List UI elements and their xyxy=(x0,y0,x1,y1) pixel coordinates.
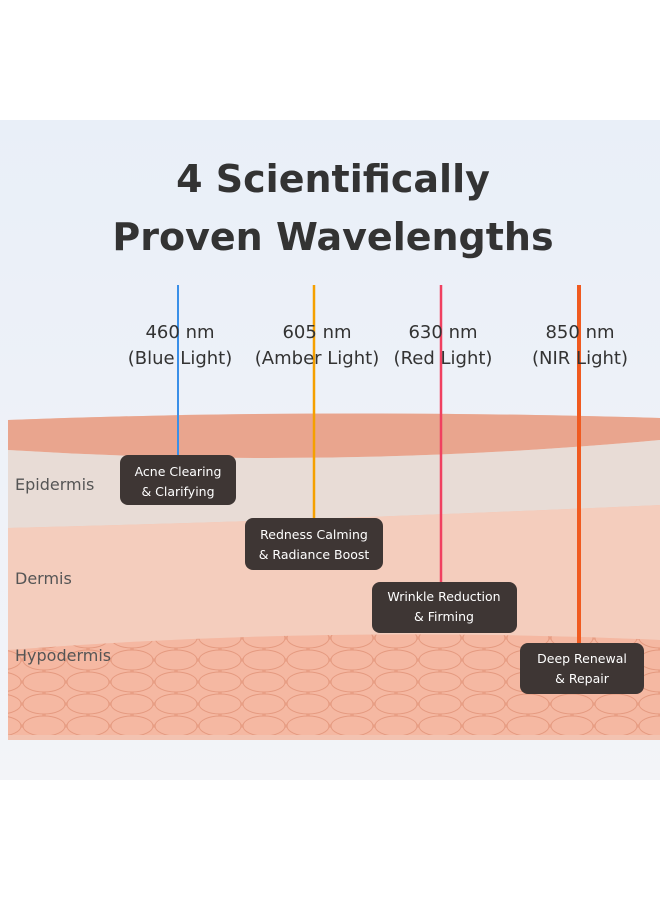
light-name: (Red Light) xyxy=(394,348,493,369)
wavelength: 850 nm xyxy=(545,322,614,343)
layer-label: Epidermis xyxy=(15,475,94,494)
benefit: & Radiance Boost xyxy=(259,547,370,562)
wavelength: 605 nm xyxy=(282,322,351,343)
benefit: & Repair xyxy=(555,671,610,686)
skin xyxy=(8,413,660,740)
wavelength: 630 nm xyxy=(408,322,477,343)
benefit: Acne Clearing xyxy=(135,464,222,479)
light-name: (Amber Light) xyxy=(255,348,379,369)
benefit-boxes xyxy=(120,455,644,694)
beams xyxy=(174,285,584,650)
benefit: Wrinkle Reduction xyxy=(387,589,500,604)
layer-label: Hypodermis xyxy=(15,646,111,665)
benefit: Deep Renewal xyxy=(537,651,627,666)
benefit: Redness Calming xyxy=(260,527,368,542)
wavelength: 460 nm xyxy=(145,322,214,343)
title-line: 4 Scientifically xyxy=(176,157,490,201)
light-name: (Blue Light) xyxy=(128,348,233,369)
layer-label: Dermis xyxy=(15,569,72,588)
title-line: Proven Wavelengths xyxy=(112,215,553,259)
benefit: & Clarifying xyxy=(141,484,214,499)
light-name: (NIR Light) xyxy=(532,348,628,369)
benefit: & Firming xyxy=(414,609,474,624)
